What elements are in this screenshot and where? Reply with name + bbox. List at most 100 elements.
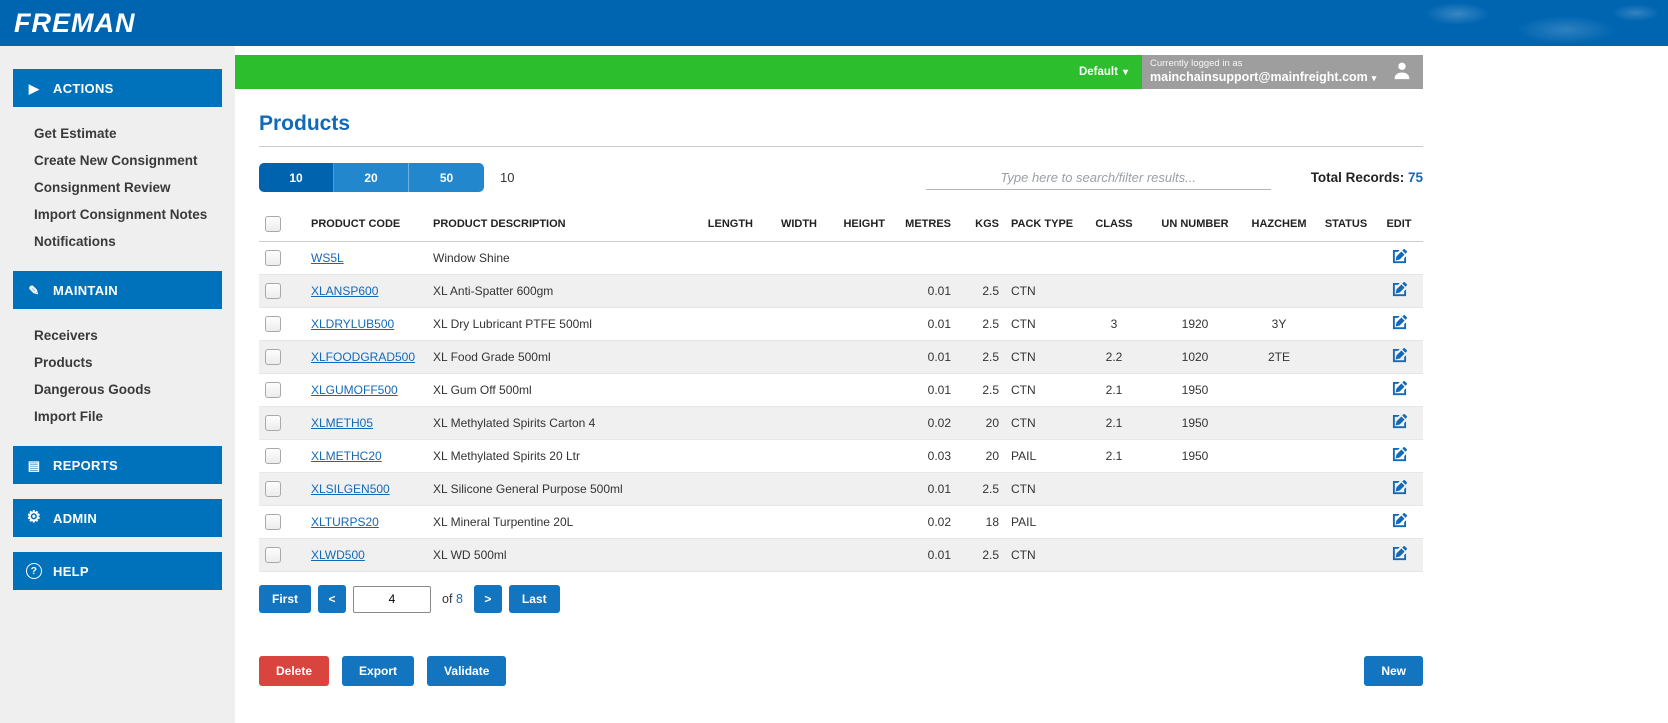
page-size-50-button[interactable]: 50	[409, 163, 484, 192]
product-metres: 0.01	[891, 274, 957, 308]
product-length	[691, 472, 759, 506]
product-code-link[interactable]: XLANSP600	[311, 284, 379, 298]
row-checkbox[interactable]	[265, 481, 281, 497]
edit-row-button[interactable]	[1392, 282, 1407, 297]
product-code-link[interactable]: XLWD500	[311, 548, 365, 562]
sidebar-item-consignment-review[interactable]: Consignment Review	[34, 180, 171, 195]
product-code-link[interactable]: XLMETH05	[311, 416, 374, 430]
row-checkbox[interactable]	[265, 514, 281, 530]
last-page-button[interactable]: Last	[508, 585, 560, 613]
default-view-label: Default	[1078, 66, 1118, 78]
product-code-link[interactable]: XLDRYLUB500	[311, 317, 395, 331]
export-button[interactable]: Export	[342, 656, 415, 686]
sidebar: ▶ ACTIONS Get Estimate Create New Consig…	[0, 46, 235, 723]
edit-row-button[interactable]	[1392, 414, 1407, 429]
product-code-link[interactable]: XLMETHC20	[311, 449, 382, 463]
sidebar-item-receivers[interactable]: Receivers	[34, 328, 98, 343]
total-records: Total Records: 75	[1311, 170, 1423, 185]
next-page-button[interactable]: >	[473, 585, 502, 613]
product-height	[823, 307, 891, 341]
sidebar-section-actions[interactable]: ▶ ACTIONS	[13, 69, 222, 107]
col-header-metres: METRES	[891, 207, 957, 242]
gear-icon: ⚙	[26, 509, 42, 526]
product-class: 2.1	[1079, 373, 1149, 407]
new-button[interactable]: New	[1364, 656, 1423, 686]
select-all-checkbox[interactable]	[265, 216, 281, 232]
page-title: Products	[259, 112, 351, 135]
product-pack-type: CTN	[1005, 340, 1079, 374]
product-status	[1317, 538, 1375, 572]
product-class: 2.2	[1079, 340, 1149, 374]
page-size-20-button[interactable]: 20	[334, 163, 409, 192]
help-icon: ?	[26, 563, 42, 579]
row-checkbox[interactable]	[265, 547, 281, 563]
default-view-dropdown[interactable]: Default ▾	[235, 55, 1142, 89]
previous-page-button[interactable]: <	[318, 585, 347, 613]
table-header-row: PRODUCT CODE PRODUCT DESCRIPTION LENGTH …	[259, 207, 1423, 242]
sidebar-item-import-file[interactable]: Import File	[34, 409, 104, 424]
edit-row-button[interactable]	[1392, 315, 1407, 330]
sidebar-section-reports[interactable]: ▤ REPORTS	[13, 446, 222, 484]
sidebar-section-maintain[interactable]: ✎ MAINTAIN	[13, 271, 222, 309]
sidebar-item-import-consignment-notes[interactable]: Import Consignment Notes	[34, 207, 208, 222]
product-width	[759, 340, 823, 374]
row-checkbox[interactable]	[265, 316, 281, 332]
sidebar-item-notifications[interactable]: Notifications	[34, 234, 116, 249]
edit-row-button[interactable]	[1392, 249, 1407, 264]
row-checkbox[interactable]	[265, 415, 281, 431]
product-pack-type: CTN	[1005, 274, 1079, 308]
product-height	[823, 373, 891, 407]
product-height	[823, 241, 891, 275]
row-checkbox[interactable]	[265, 448, 281, 464]
product-length	[691, 307, 759, 341]
edit-row-button[interactable]	[1392, 513, 1407, 528]
sidebar-item-products[interactable]: Products	[34, 355, 93, 370]
col-header-kgs: KGS	[957, 207, 1005, 242]
product-code-link[interactable]: WS5L	[311, 251, 344, 265]
product-un-number	[1149, 472, 1241, 506]
edit-row-button[interactable]	[1392, 348, 1407, 363]
delete-button[interactable]: Delete	[259, 656, 330, 686]
edit-row-button[interactable]	[1392, 447, 1407, 462]
search-input[interactable]	[925, 165, 1271, 190]
row-checkbox[interactable]	[265, 283, 281, 299]
validate-button[interactable]: Validate	[427, 656, 507, 686]
caret-down-icon: ▾	[1371, 73, 1377, 84]
product-code-link[interactable]: XLTURPS20	[311, 515, 379, 529]
sidebar-item-dangerous-goods[interactable]: Dangerous Goods	[34, 382, 152, 397]
table-row: XLANSP600 XL Anti-Spatter 600gm 0.01 2.5…	[259, 274, 1423, 308]
sidebar-item-create-new-consignment[interactable]: Create New Consignment	[34, 153, 198, 168]
product-metres: 0.03	[891, 439, 957, 473]
sidebar-section-admin[interactable]: ⚙ ADMIN	[13, 499, 222, 537]
product-status	[1317, 472, 1375, 506]
maintain-menu: Receivers Products Dangerous Goods Impor…	[0, 322, 235, 430]
row-checkbox[interactable]	[265, 349, 281, 365]
pagination: First < of 8 > Last	[259, 585, 1423, 613]
page-size-10-button[interactable]: 10	[259, 163, 334, 192]
row-checkbox[interactable]	[265, 382, 281, 398]
current-page-size-label: 10	[500, 170, 515, 185]
product-hazchem: 2TE	[1241, 340, 1317, 374]
edit-row-button[interactable]	[1392, 480, 1407, 495]
logged-in-user-dropdown[interactable]: Currently logged in as mainchainsupport@…	[1142, 55, 1423, 89]
page-number-input[interactable]	[353, 585, 432, 613]
table-row: XLMETHC20 XL Methylated Spirits 20 Ltr 0…	[259, 439, 1423, 473]
sidebar-section-help[interactable]: ? HELP	[13, 552, 222, 590]
product-code-link[interactable]: XLFOODGRAD500	[311, 350, 416, 364]
product-class: 2.1	[1079, 406, 1149, 440]
edit-row-button[interactable]	[1392, 381, 1407, 396]
row-checkbox[interactable]	[265, 250, 281, 266]
sidebar-item-get-estimate[interactable]: Get Estimate	[34, 126, 117, 141]
product-code-link[interactable]: XLSILGEN500	[311, 482, 390, 496]
product-description: XL Methylated Spirits Carton 4	[427, 406, 691, 440]
product-description: XL Silicone General Purpose 500ml	[427, 472, 691, 506]
product-height	[823, 406, 891, 440]
first-page-button[interactable]: First	[259, 585, 312, 613]
col-header-status: STATUS	[1317, 207, 1375, 242]
product-code-link[interactable]: XLGUMOFF500	[311, 383, 398, 397]
total-pages-value: 8	[455, 592, 463, 606]
world-map-decoration	[1398, 0, 1668, 46]
total-records-label: Total Records:	[1310, 170, 1405, 185]
edit-row-button[interactable]	[1392, 546, 1407, 561]
product-height	[823, 439, 891, 473]
